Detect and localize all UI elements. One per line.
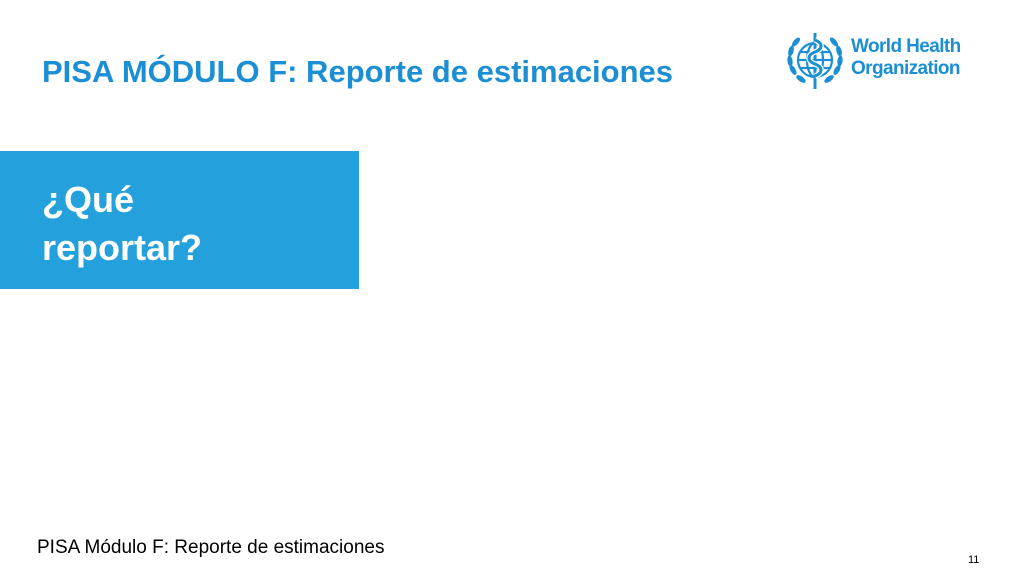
section-banner	[0, 151, 359, 289]
section-heading-line1: ¿Qué	[42, 179, 135, 220]
page-number: 11	[968, 554, 980, 566]
footer-text: PISA Módulo F: Reporte de estimaciones	[37, 537, 385, 558]
who-logo-text: World Health Organization	[851, 36, 961, 80]
who-logo-line2: Organization	[851, 58, 961, 79]
section-heading: ¿Qué reportar?	[42, 176, 202, 272]
who-logo: World Health Organization	[783, 28, 973, 92]
who-emblem-icon	[787, 33, 843, 89]
section-heading-line2: reportar?	[42, 227, 203, 268]
who-logo-line1: World Health	[851, 36, 961, 57]
slide-title: PISA MÓDULO F: Reporte de estimaciones	[42, 54, 674, 89]
